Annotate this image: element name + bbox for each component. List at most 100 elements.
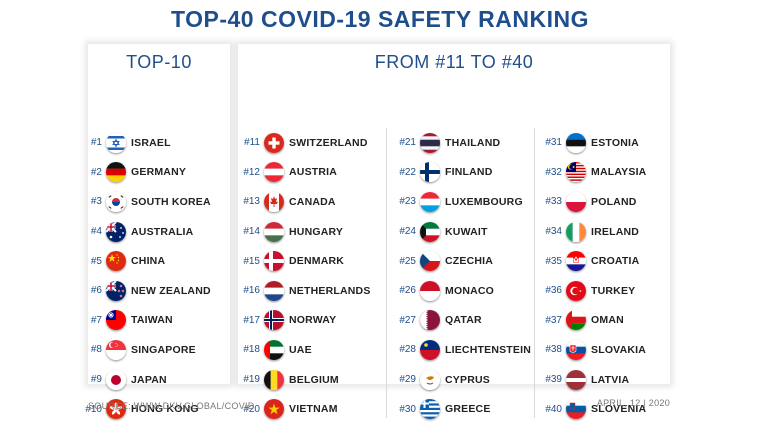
denmark-flag-icon [264, 251, 284, 272]
rank-number: #24 [399, 226, 416, 238]
rank-number: #11 [244, 137, 260, 149]
country-name: LATVIA [591, 373, 630, 386]
rank-number: #2 [90, 166, 102, 178]
country-name: TAIWAN [131, 314, 173, 327]
ranking-row: #9 JAPAN [80, 365, 211, 395]
country-name: MALAYSIA [591, 166, 647, 179]
cyprus-flag-icon [420, 369, 440, 390]
country-name: NEW ZEALAND [131, 284, 211, 297]
rest-list-col1: #11 SWITZERLAND #12 AUSTRIA #13 CANADA #14 HUNG… [238, 128, 371, 424]
estonia-flag-icon [566, 132, 586, 153]
country-name: THAILAND [445, 136, 501, 149]
poland-flag-icon [566, 191, 586, 212]
kuwait-flag-icon [420, 221, 440, 242]
rank-number: #26 [399, 285, 416, 297]
croatia-flag-icon [566, 251, 586, 272]
ranking-row: #20 VIETNAM [238, 394, 371, 424]
rank-number: #21 [399, 137, 416, 149]
country-name: VIETNAM [289, 403, 338, 416]
country-name: BELGIUM [289, 373, 339, 386]
ranking-row: #39 LATVIA [540, 365, 646, 395]
oman-flag-icon [566, 310, 586, 331]
rank-number: #6 [90, 285, 102, 297]
ranking-row: #30 GREECE [394, 394, 531, 424]
ranking-row: #12 AUSTRIA [238, 158, 371, 188]
country-name: CHINA [131, 255, 166, 268]
greece-flag-icon [420, 399, 440, 420]
country-name: AUSTRIA [289, 166, 338, 179]
rest-list-col3: #31 ESTONIA #32 MALAYSIA #33 POLAND #34 IRELAND… [540, 128, 646, 424]
rank-number: #8 [90, 344, 102, 356]
luxembourg-flag-icon [420, 191, 440, 212]
rank-number: #35 [545, 255, 562, 267]
rest-panel: FROM #11 TO #40 #11 SWITZERLAND #12 AUSTRIA… [238, 44, 670, 420]
rank-number: #31 [545, 137, 562, 149]
rank-number: #5 [90, 255, 102, 267]
rank-number: #15 [243, 255, 260, 267]
country-name: ISRAEL [131, 136, 171, 149]
rank-number: #27 [399, 314, 416, 326]
ranking-row: #26 MONACO [394, 276, 531, 306]
rank-number: #1 [90, 137, 102, 149]
rank-number: #17 [243, 314, 260, 326]
country-name: KUWAIT [445, 225, 488, 238]
country-name: IRELAND [591, 225, 640, 238]
rank-number: #28 [399, 344, 416, 356]
rank-number: #20 [243, 403, 260, 415]
ranking-row: #32 MALAYSIA [540, 158, 646, 188]
date-note: APRIL, 12 | 2020 [596, 398, 670, 408]
ranking-row: #24 KUWAIT [394, 217, 531, 247]
rank-number: #38 [545, 344, 562, 356]
rank-number: #13 [243, 196, 260, 208]
finland-flag-icon [420, 162, 440, 183]
rank-number: #25 [399, 255, 416, 267]
ranking-row: #17 NORWAY [238, 306, 371, 336]
ranking-row: #23 LUXEMBOURG [394, 187, 531, 217]
country-name: CYPRUS [445, 373, 490, 386]
rank-number: #40 [545, 403, 562, 415]
ranking-row: #14 HUNGARY [238, 217, 371, 247]
ranking-row: #29 CYPRUS [394, 365, 531, 395]
country-name: NORWAY [289, 314, 337, 327]
country-name: HUNGARY [289, 225, 344, 238]
rank-number: #10 [85, 403, 102, 415]
ireland-flag-icon [566, 221, 586, 242]
ranking-row: #4 AUSTRALIA [80, 217, 211, 247]
country-name: SOUTH KOREA [131, 195, 211, 208]
ranking-row: #5 CHINA [80, 246, 211, 276]
country-name: GREECE [445, 403, 491, 416]
rank-number: #34 [545, 226, 562, 238]
belgium-flag-icon [264, 369, 284, 390]
country-name: CROATIA [591, 255, 640, 268]
rank-number: #32 [545, 166, 562, 178]
rank-number: #37 [545, 314, 562, 326]
rank-number: #29 [399, 374, 416, 386]
hong-kong-flag-icon [106, 399, 126, 420]
rank-number: #39 [545, 374, 562, 386]
turkey-flag-icon [566, 280, 586, 301]
ranking-row: #8 SINGAPORE [80, 335, 211, 365]
country-name: CZECHIA [445, 255, 494, 268]
ranking-row: #21 THAILAND [394, 128, 531, 158]
country-name: JAPAN [131, 373, 167, 386]
uae-flag-icon [264, 339, 284, 360]
australia-flag-icon [106, 221, 126, 242]
china-flag-icon [106, 251, 126, 272]
country-name: ESTONIA [591, 136, 639, 149]
ranking-row: #33 POLAND [540, 187, 646, 217]
rank-number: #3 [90, 196, 102, 208]
rank-number: #30 [399, 403, 416, 415]
country-name: TURKEY [591, 284, 636, 297]
rank-number: #23 [399, 196, 416, 208]
ranking-row: #40 SLOVENIA [540, 394, 646, 424]
japan-flag-icon [106, 369, 126, 390]
singapore-flag-icon [106, 339, 126, 360]
czechia-flag-icon [420, 251, 440, 272]
netherlands-flag-icon [264, 280, 284, 301]
latvia-flag-icon [566, 369, 586, 390]
rank-number: #4 [90, 226, 102, 238]
ranking-row: #35 CROATIA [540, 246, 646, 276]
top10-panel: TOP-10 #1 ISRAEL #2 GERMANY #3 SOUTH KOREA #4 A… [85, 44, 230, 420]
rank-number: #19 [243, 374, 260, 386]
country-name: DENMARK [289, 255, 345, 268]
